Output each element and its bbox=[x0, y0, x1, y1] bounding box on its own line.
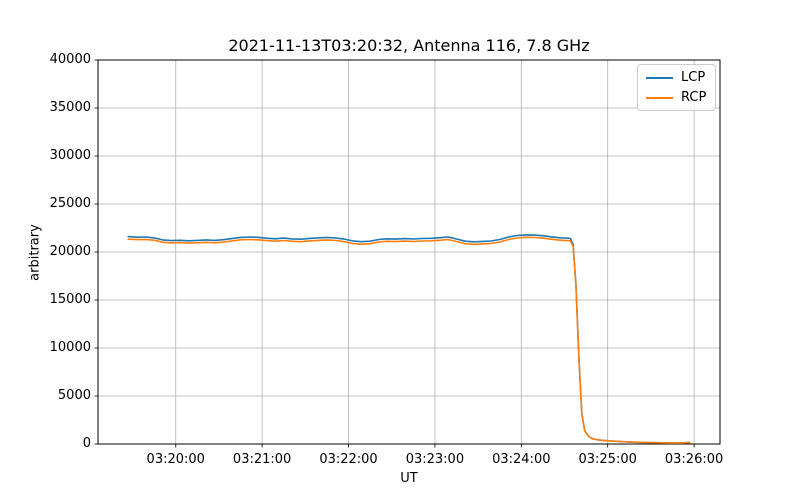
y-tick-label: 35000 bbox=[49, 100, 91, 115]
x-tick-label: 03:20:00 bbox=[146, 452, 205, 467]
y-tick-label: 25000 bbox=[49, 196, 91, 211]
series-line-lcp bbox=[127, 234, 691, 444]
x-tick-label: 03:23:00 bbox=[405, 452, 465, 467]
y-tick-label: 15000 bbox=[49, 292, 91, 307]
legend-line-sample bbox=[646, 76, 673, 79]
x-tick-label: 03:22:00 bbox=[319, 452, 378, 467]
x-tick-label: 03:25:00 bbox=[578, 452, 637, 467]
series-line-rcp bbox=[127, 236, 691, 444]
x-axis-label: UT bbox=[400, 471, 418, 486]
legend-line-sample bbox=[646, 96, 673, 99]
y-tick-label: 40000 bbox=[49, 52, 91, 67]
plot-title: 2021-11-13T03:20:32, Antenna 116, 7.8 GH… bbox=[228, 36, 590, 55]
legend-label: LCP bbox=[681, 70, 706, 85]
x-tick-label: 03:24:00 bbox=[492, 452, 551, 467]
y-tick-label: 10000 bbox=[49, 340, 91, 355]
y-tick-label: 30000 bbox=[49, 148, 91, 163]
y-tick-label: 20000 bbox=[49, 244, 91, 259]
legend-entry-lcp: LCP bbox=[646, 70, 706, 85]
y-tick-label: 0 bbox=[82, 436, 91, 451]
legend-entry-rcp: RCP bbox=[646, 90, 706, 105]
legend-label: RCP bbox=[681, 90, 707, 105]
legend: LCP RCP bbox=[637, 64, 717, 111]
x-tick-label: 03:26:00 bbox=[664, 452, 724, 467]
x-tick-label: 03:21:00 bbox=[232, 452, 292, 467]
axes-spines bbox=[97, 59, 721, 445]
y-tick-label: 5000 bbox=[57, 388, 91, 403]
